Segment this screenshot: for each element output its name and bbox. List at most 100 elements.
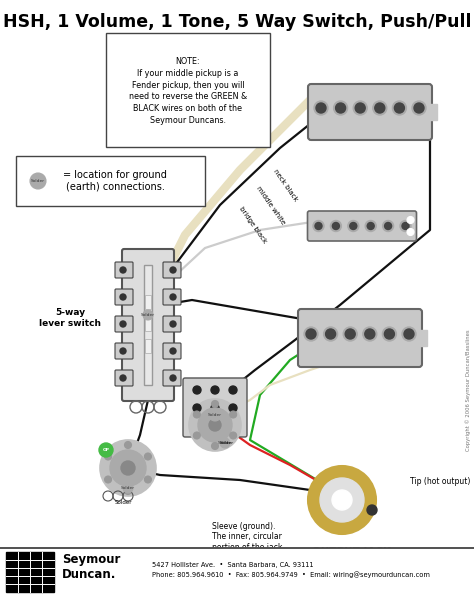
Circle shape	[211, 404, 219, 412]
Text: Sleeve (ground).
The inner, circular
portion of the jack: Sleeve (ground). The inner, circular por…	[212, 522, 283, 552]
FancyBboxPatch shape	[163, 262, 181, 278]
FancyBboxPatch shape	[16, 156, 205, 206]
Circle shape	[143, 310, 153, 320]
Text: HSH, 1 Volume, 1 Tone, 5 Way Switch, Push/Pull: HSH, 1 Volume, 1 Tone, 5 Way Switch, Pus…	[3, 13, 471, 31]
Circle shape	[402, 327, 416, 341]
Text: Solder: Solder	[218, 441, 232, 445]
Bar	[0, 548, 474, 599]
Circle shape	[120, 375, 126, 381]
Circle shape	[392, 101, 406, 115]
Circle shape	[367, 222, 374, 229]
FancyBboxPatch shape	[163, 343, 181, 359]
Circle shape	[193, 432, 201, 439]
Text: Seymour: Seymour	[62, 553, 120, 567]
Circle shape	[363, 327, 377, 341]
Circle shape	[193, 386, 201, 394]
Circle shape	[99, 443, 113, 457]
Circle shape	[193, 404, 201, 412]
Circle shape	[209, 419, 221, 431]
Circle shape	[193, 411, 201, 418]
Circle shape	[336, 103, 346, 113]
Text: Tip (hot output): Tip (hot output)	[410, 477, 470, 486]
Circle shape	[365, 220, 376, 231]
Circle shape	[355, 103, 365, 113]
Circle shape	[316, 103, 326, 113]
Circle shape	[315, 222, 322, 229]
Bar	[417, 330, 427, 346]
Circle shape	[125, 488, 131, 495]
Text: middle white: middle white	[255, 184, 286, 225]
Circle shape	[400, 220, 411, 231]
Circle shape	[220, 438, 230, 448]
Circle shape	[211, 386, 219, 394]
Circle shape	[230, 411, 237, 418]
Circle shape	[120, 348, 126, 354]
Circle shape	[170, 375, 176, 381]
Text: Solder: Solder	[208, 413, 222, 417]
Circle shape	[324, 327, 337, 341]
Circle shape	[404, 329, 414, 339]
Text: Solder: Solder	[114, 501, 132, 506]
Circle shape	[407, 228, 414, 235]
Circle shape	[306, 329, 316, 339]
Bar	[145, 339, 151, 353]
FancyBboxPatch shape	[115, 343, 133, 359]
Circle shape	[123, 483, 133, 493]
Circle shape	[105, 476, 111, 483]
Circle shape	[170, 321, 176, 327]
Circle shape	[145, 476, 151, 483]
Circle shape	[211, 401, 219, 407]
FancyBboxPatch shape	[163, 370, 181, 386]
Circle shape	[334, 101, 347, 115]
Circle shape	[367, 505, 377, 515]
Circle shape	[330, 220, 341, 231]
Text: Copyright © 2006 Seymour Duncan/Basslines: Copyright © 2006 Seymour Duncan/Bassline…	[465, 329, 471, 451]
FancyBboxPatch shape	[308, 211, 417, 241]
Circle shape	[120, 321, 126, 327]
Circle shape	[314, 101, 328, 115]
Bar	[145, 317, 151, 331]
Circle shape	[230, 432, 237, 439]
Circle shape	[30, 173, 46, 189]
Circle shape	[343, 327, 357, 341]
Circle shape	[350, 222, 357, 229]
FancyBboxPatch shape	[298, 309, 422, 367]
Circle shape	[375, 103, 385, 113]
FancyBboxPatch shape	[115, 289, 133, 305]
Circle shape	[402, 222, 409, 229]
Circle shape	[198, 408, 232, 442]
Circle shape	[313, 220, 324, 231]
Text: OUTPUT JACK: OUTPUT JACK	[312, 547, 392, 557]
Circle shape	[120, 267, 126, 273]
FancyBboxPatch shape	[122, 249, 174, 401]
Circle shape	[373, 101, 387, 115]
Text: 5-way
lever switch: 5-way lever switch	[39, 308, 101, 328]
Circle shape	[394, 103, 404, 113]
Circle shape	[326, 329, 336, 339]
FancyBboxPatch shape	[163, 316, 181, 332]
Bar	[6, 552, 54, 592]
FancyBboxPatch shape	[115, 316, 133, 332]
Circle shape	[145, 453, 151, 460]
FancyBboxPatch shape	[106, 33, 270, 147]
Circle shape	[170, 267, 176, 273]
Text: Solder: Solder	[31, 179, 45, 183]
Text: Duncan.: Duncan.	[62, 567, 117, 580]
Circle shape	[383, 220, 393, 231]
Text: OP: OP	[102, 448, 109, 452]
Circle shape	[211, 443, 219, 449]
Text: neck black: neck black	[272, 168, 299, 202]
FancyBboxPatch shape	[115, 262, 133, 278]
Bar	[144, 265, 152, 385]
Circle shape	[170, 348, 176, 354]
Circle shape	[412, 101, 426, 115]
FancyBboxPatch shape	[183, 378, 247, 437]
Circle shape	[365, 329, 375, 339]
Circle shape	[100, 440, 156, 496]
Text: = location for ground
(earth) connections.: = location for ground (earth) connection…	[63, 170, 167, 192]
Circle shape	[209, 409, 221, 421]
Circle shape	[332, 222, 339, 229]
Circle shape	[332, 490, 352, 510]
Circle shape	[120, 294, 126, 300]
Circle shape	[407, 216, 414, 223]
